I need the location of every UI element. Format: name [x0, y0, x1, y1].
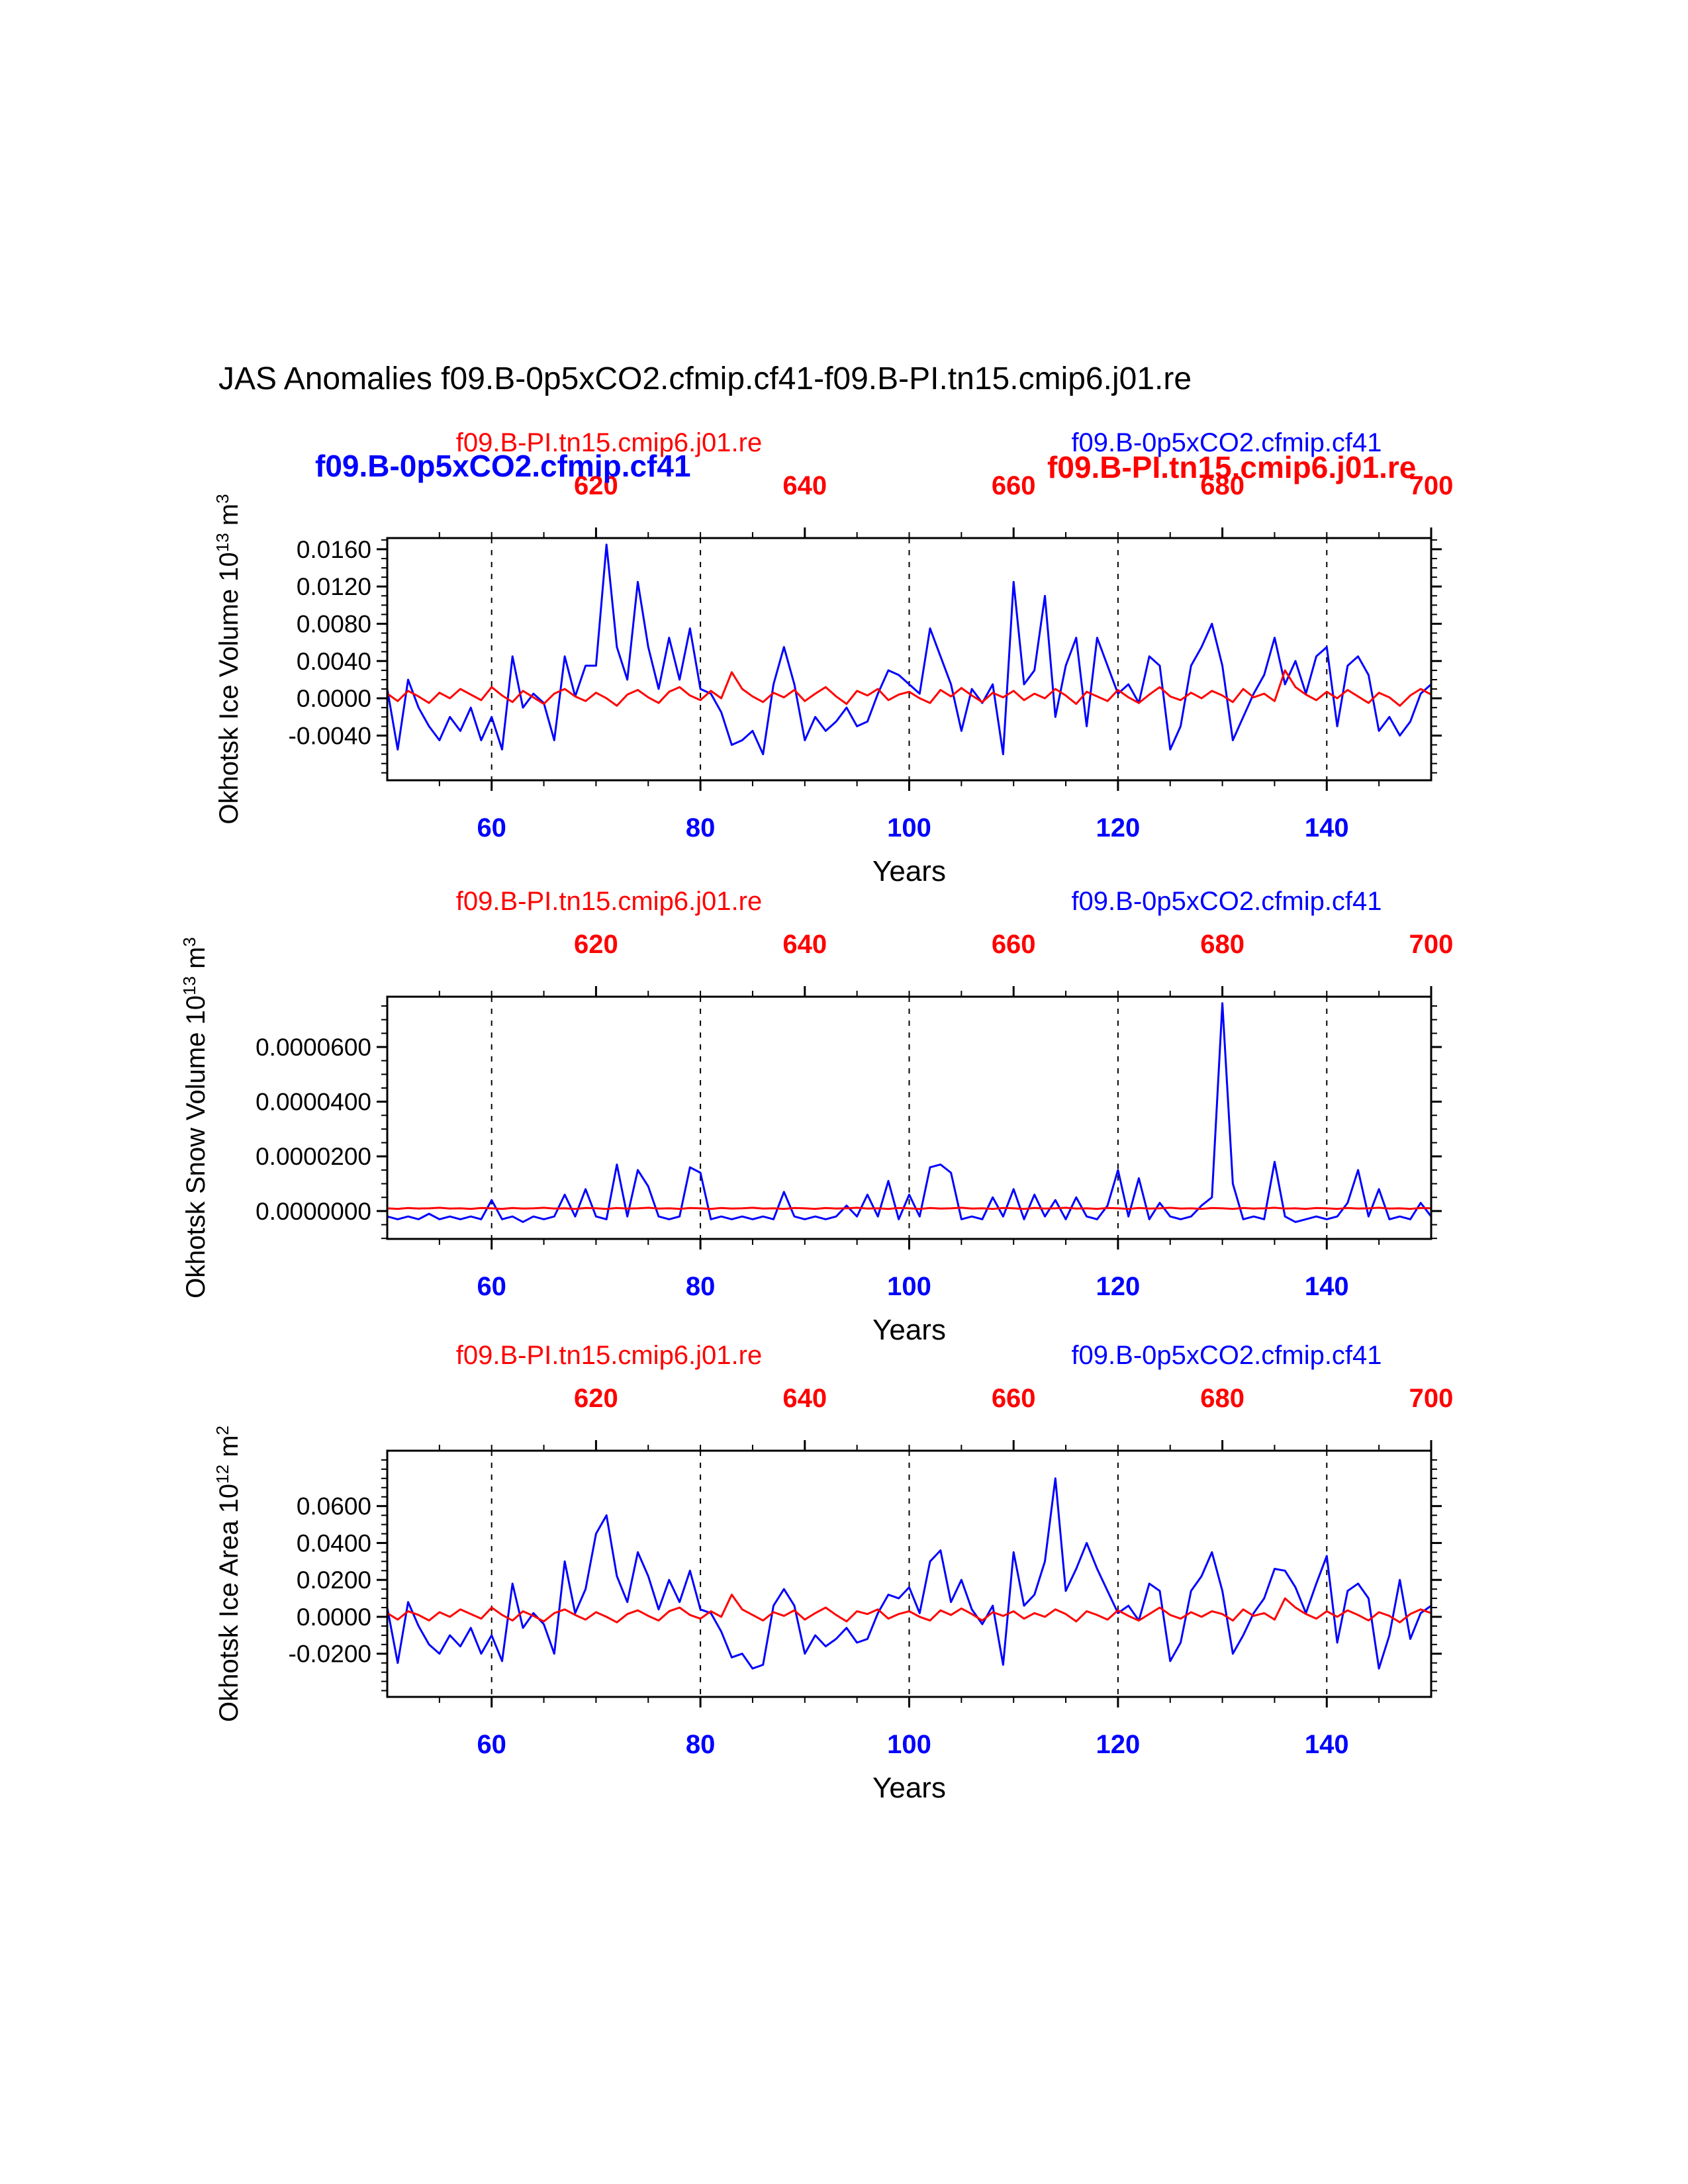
- x-tick-label-top: 700: [1409, 471, 1454, 500]
- x-tick-label-bottom: 120: [1096, 813, 1141, 842]
- x-tick-label-bottom: 140: [1305, 813, 1349, 842]
- y-axis-title-exponent: 13: [212, 533, 232, 553]
- x-tick-label-bottom: 120: [1096, 1272, 1141, 1301]
- plot-ice-area: 60 80 100 120 140 620 640 660 680 700 0.0600 0.0400…: [289, 1341, 1454, 1804]
- y-axis-title-text: Okhotsk Ice Area 10: [214, 1483, 244, 1723]
- x-axis-title: Years: [872, 1772, 946, 1804]
- y-tick-label: 0.0120: [297, 573, 371, 600]
- x-tick-label-top: 700: [1409, 1384, 1454, 1413]
- x-tick-label-top: 640: [782, 471, 827, 500]
- x-tick-label-bottom: 60: [477, 1272, 506, 1301]
- y-axis-title-text: Okhotsk Snow Volume 10: [181, 995, 211, 1298]
- y-axis-title-unit-exponent: 3: [179, 937, 199, 947]
- overlay-label-red-run: f09.B-PI.tn15.cmip6.j01.re: [1047, 450, 1417, 484]
- legend-label-blue-run: f09.B-0p5xCO2.cfmip.cf41: [1071, 428, 1382, 457]
- y-axis-title-text: Okhotsk Ice Volume 10: [214, 552, 244, 825]
- y-tick-label: 0.0000400: [256, 1089, 371, 1116]
- plot-ice-volume: 60 80 100 120 140 620 640 660 680 700 0.0160 0.0120…: [289, 428, 1454, 887]
- y-tick-label: 0.0080: [297, 611, 371, 638]
- x-tick-label-top: 680: [1200, 930, 1244, 959]
- x-tick-label-top: 640: [782, 1384, 827, 1413]
- y-axis-title-ice-area: Okhotsk Ice Area 1012 m2: [212, 1426, 244, 1722]
- x-tick-label-top: 660: [992, 471, 1036, 500]
- y-axis-title-exponent: 13: [179, 976, 199, 995]
- legend-label-red-run: f09.B-PI.tn15.cmip6.j01.re: [456, 1341, 762, 1370]
- y-tick-label: 0.0000200: [256, 1143, 371, 1170]
- x-tick-label-bottom: 140: [1305, 1730, 1349, 1759]
- x-tick-label-top: 620: [574, 1384, 618, 1413]
- figure-title: JAS Anomalies f09.B-0p5xCO2.cfmip.cf41-f…: [218, 361, 1192, 396]
- y-tick-label: 0.0400: [297, 1529, 371, 1557]
- y-axis-title-unit-exponent: 3: [212, 494, 232, 504]
- x-tick-label-bottom: 100: [887, 1272, 931, 1301]
- legend-label-red-run: f09.B-PI.tn15.cmip6.j01.re: [456, 887, 762, 916]
- x-tick-label-top: 660: [992, 1384, 1036, 1413]
- y-tick-label: 0.0600: [297, 1493, 371, 1520]
- y-tick-label: 0.0000: [297, 1604, 371, 1631]
- plot-snow-volume: 60 80 100 120 140 620 640 660 680 700 0.0000600 0.0…: [256, 887, 1453, 1346]
- legend-label-blue-run: f09.B-0p5xCO2.cfmip.cf41: [1071, 1341, 1382, 1370]
- y-tick-label: 0.0000000: [256, 1198, 371, 1225]
- y-axis-title-unit: m: [181, 946, 211, 976]
- x-tick-label-bottom: 140: [1305, 1272, 1349, 1301]
- y-axis-title-snow-volume: Okhotsk Snow Volume 1013 m3: [179, 937, 211, 1298]
- y-axis-title-exponent: 12: [212, 1464, 232, 1484]
- series-line-red: [387, 1206, 1432, 1210]
- x-axis-title: Years: [872, 1314, 946, 1346]
- x-axis-title: Years: [872, 855, 946, 887]
- series-line-red: [387, 1594, 1432, 1623]
- series-line-blue: [387, 1002, 1432, 1223]
- x-tick-label-top: 620: [574, 930, 618, 959]
- y-tick-label: 0.0040: [297, 648, 371, 675]
- x-tick-label-bottom: 100: [887, 813, 931, 842]
- x-tick-label-top: 680: [1200, 471, 1244, 500]
- x-tick-label-top: 680: [1200, 1384, 1244, 1413]
- series-line-blue: [387, 1477, 1432, 1670]
- y-axis-title-unit-exponent: 2: [212, 1425, 232, 1435]
- y-tick-label: -0.0200: [289, 1641, 372, 1668]
- legend-label-red-run: f09.B-PI.tn15.cmip6.j01.re: [456, 428, 762, 457]
- y-axis-title-unit: m: [214, 1435, 244, 1465]
- x-tick-label-bottom: 80: [686, 1272, 716, 1301]
- x-tick-label-bottom: 120: [1096, 1730, 1141, 1759]
- x-tick-label-bottom: 80: [686, 813, 716, 842]
- y-tick-label: 0.0200: [297, 1567, 371, 1594]
- x-tick-label-top: 660: [992, 930, 1036, 959]
- x-tick-label-top: 620: [574, 471, 618, 500]
- y-axis-title-ice-volume: Okhotsk Ice Volume 1013 m3: [212, 494, 244, 824]
- x-tick-label-top: 640: [782, 930, 827, 959]
- y-tick-label: 0.0160: [297, 536, 371, 563]
- x-tick-label-top: 700: [1409, 930, 1454, 959]
- x-tick-label-bottom: 60: [477, 1730, 506, 1759]
- y-tick-label: -0.0040: [289, 722, 372, 749]
- overlay-label-blue-run: f09.B-0p5xCO2.cfmip.cf41: [315, 449, 691, 483]
- y-tick-label: 0.0000: [297, 685, 371, 712]
- x-tick-label-bottom: 100: [887, 1730, 931, 1759]
- x-tick-label-bottom: 60: [477, 813, 506, 842]
- x-tick-label-bottom: 80: [686, 1730, 716, 1759]
- series-line-blue: [387, 543, 1432, 756]
- series-line-red: [387, 669, 1432, 707]
- legend-label-blue-run: f09.B-0p5xCO2.cfmip.cf41: [1071, 887, 1382, 916]
- y-axis-title-unit: m: [214, 503, 244, 533]
- y-tick-label: 0.0000600: [256, 1034, 371, 1061]
